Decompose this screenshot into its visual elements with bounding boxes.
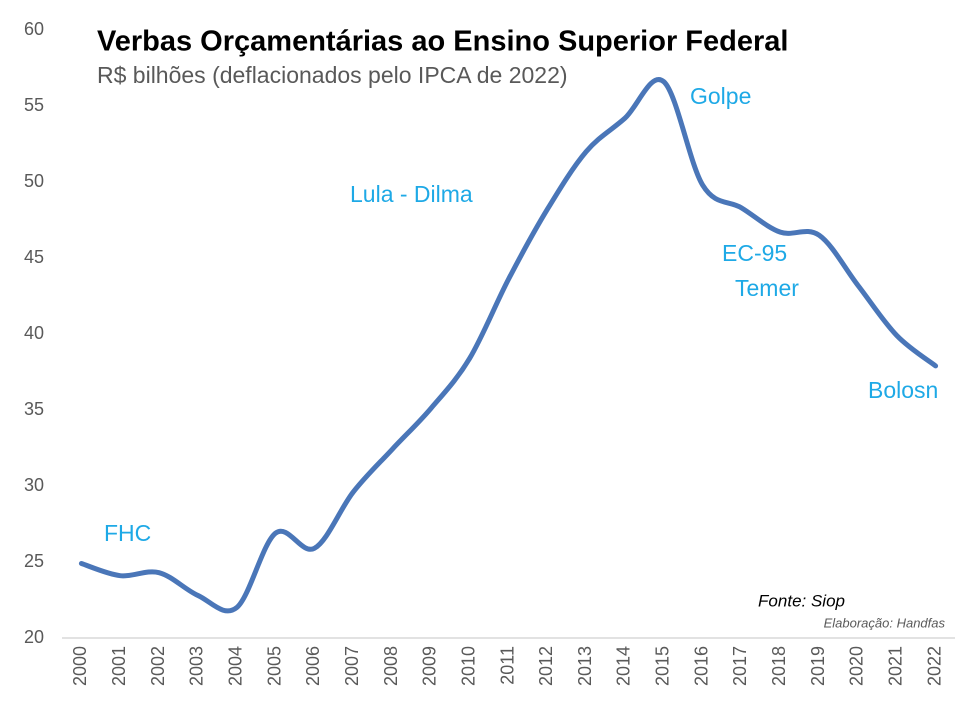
chart-subtitle: R$ bilhões (deflacionados pelo IPCA de 2… <box>97 62 568 88</box>
x-tick-label: 2018 <box>769 646 789 686</box>
annotation: FHC <box>104 520 151 546</box>
annotation: Golpe <box>690 83 751 109</box>
annotation: Bolosn <box>868 377 938 403</box>
x-tick-label: 2010 <box>458 646 478 686</box>
y-tick-label: 50 <box>24 171 44 191</box>
x-tick-label: 2020 <box>847 646 867 686</box>
y-tick-label: 20 <box>24 627 44 647</box>
x-tick-label: 2004 <box>225 646 245 686</box>
x-tick-label: 2002 <box>148 646 168 686</box>
x-tick-label: 2015 <box>653 646 673 686</box>
x-tick-label: 2008 <box>381 646 401 686</box>
x-tick-label: 2001 <box>109 646 129 686</box>
y-tick-label: 30 <box>24 475 44 495</box>
x-tick-label: 2013 <box>575 646 595 686</box>
x-tick-label: 2012 <box>536 646 556 686</box>
credit: Elaboração: Handfas <box>824 615 946 630</box>
x-tick-label: 2019 <box>808 646 828 686</box>
x-tick-label: 2003 <box>187 646 207 686</box>
x-tick-label: 2005 <box>264 646 284 686</box>
y-tick-label: 45 <box>24 247 44 267</box>
y-tick-label: 55 <box>24 95 44 115</box>
x-tick-label: 2009 <box>420 646 440 686</box>
x-tick-label: 2016 <box>691 646 711 686</box>
x-tick-label: 2014 <box>614 646 634 686</box>
y-tick-label: 25 <box>24 551 44 571</box>
x-tick-label: 2000 <box>70 646 90 686</box>
y-tick-label: 40 <box>24 323 44 343</box>
x-tick-label: 2006 <box>303 646 323 686</box>
source: Fonte: Siop <box>758 591 845 610</box>
annotation: Temer <box>735 275 799 301</box>
x-tick-label: 2011 <box>497 646 517 685</box>
annotation: EC-95 <box>722 240 787 266</box>
line <box>78 77 939 614</box>
y-tick-label: 60 <box>24 19 44 39</box>
x-tick-label: 2021 <box>886 646 906 686</box>
annotation: Lula - Dilma <box>350 181 473 207</box>
y-tick-label: 35 <box>24 399 44 419</box>
x-tick-label: 2007 <box>342 646 362 686</box>
x-tick-label: 2017 <box>730 646 750 686</box>
x-tick-label: 2022 <box>924 646 944 686</box>
chart-title: Verbas Orçamentárias ao Ensino Superior … <box>97 26 788 58</box>
